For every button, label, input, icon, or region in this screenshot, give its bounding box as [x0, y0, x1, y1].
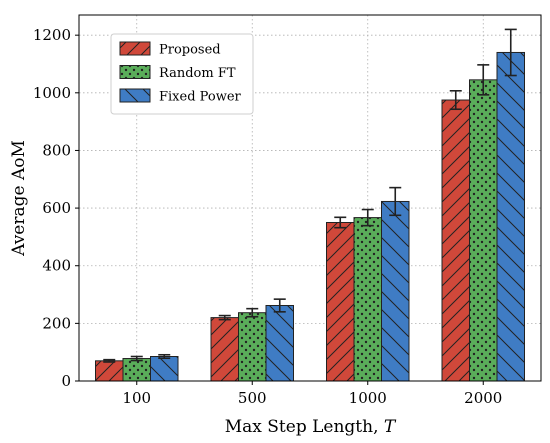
- bar-hatch-proposed: [211, 317, 239, 381]
- legend-swatch-hatch-random-ft: [120, 65, 150, 79]
- error-bar-fixed-power: [158, 353, 171, 360]
- y-tick-label: 600: [42, 199, 71, 217]
- y-ticks: 0 200 400 600 800 1000 1200: [33, 26, 79, 390]
- error-bar-random-ft: [477, 64, 490, 96]
- y-axis-label: Average AoM: [9, 140, 29, 257]
- error-bar-fixed-power: [389, 186, 402, 217]
- bar-hatch-fixed-power: [150, 356, 178, 381]
- bar-hatch-fixed-power: [266, 305, 294, 381]
- bar-hatch-random-ft: [123, 358, 151, 381]
- y-tick-label: 0: [61, 372, 71, 390]
- y-tick-label: 200: [42, 314, 71, 332]
- x-tick-label: 100: [122, 389, 151, 407]
- y-tick-label: 1200: [33, 26, 71, 44]
- error-bar-proposed: [218, 314, 231, 321]
- y-tick-label: 1000: [33, 84, 71, 102]
- x-axis-label: Max Step Length, T: [225, 417, 397, 437]
- x-ticks: 100 500 1000 2000: [122, 381, 502, 407]
- error-bar-random-ft: [361, 208, 374, 227]
- bars: [95, 51, 525, 382]
- legend-swatch-hatch-proposed: [120, 42, 150, 55]
- error-bar-proposed: [103, 358, 116, 363]
- legend-label-proposed: Proposed: [159, 43, 221, 58]
- legend-swatch-hatch-fixed-power: [120, 89, 150, 102]
- error-bar-proposed: [449, 89, 462, 111]
- y-tick-label: 400: [42, 257, 71, 275]
- bar-hatch-fixed-power: [497, 52, 525, 381]
- legend-label-fixed-power: Fixed Power: [159, 90, 242, 105]
- bar-hatch-proposed: [442, 100, 470, 381]
- error-bar-random-ft: [130, 355, 143, 362]
- error-bars: [103, 28, 517, 363]
- error-bar-fixed-power: [504, 28, 517, 77]
- plot-frame: [78, 14, 542, 382]
- error-bar-proposed: [334, 216, 347, 229]
- x-tick-label: 2000: [464, 389, 502, 407]
- legend: Proposed Random FT Fixed Power: [110, 33, 254, 115]
- bar-hatch-random-ft: [238, 312, 266, 381]
- bar-hatch-random-ft: [354, 217, 382, 381]
- error-bar-fixed-power: [273, 298, 286, 313]
- error-bar-random-ft: [246, 307, 259, 318]
- y-tick-label: 800: [42, 141, 71, 159]
- legend-label-random-ft: Random FT: [159, 66, 236, 81]
- bar-hatch-proposed: [326, 222, 354, 381]
- x-tick-label: 1000: [349, 389, 387, 407]
- bar-hatch-fixed-power: [381, 201, 409, 381]
- bar-hatch-proposed: [95, 360, 123, 381]
- x-tick-label: 500: [238, 389, 267, 407]
- bar-hatch-random-ft: [469, 79, 497, 381]
